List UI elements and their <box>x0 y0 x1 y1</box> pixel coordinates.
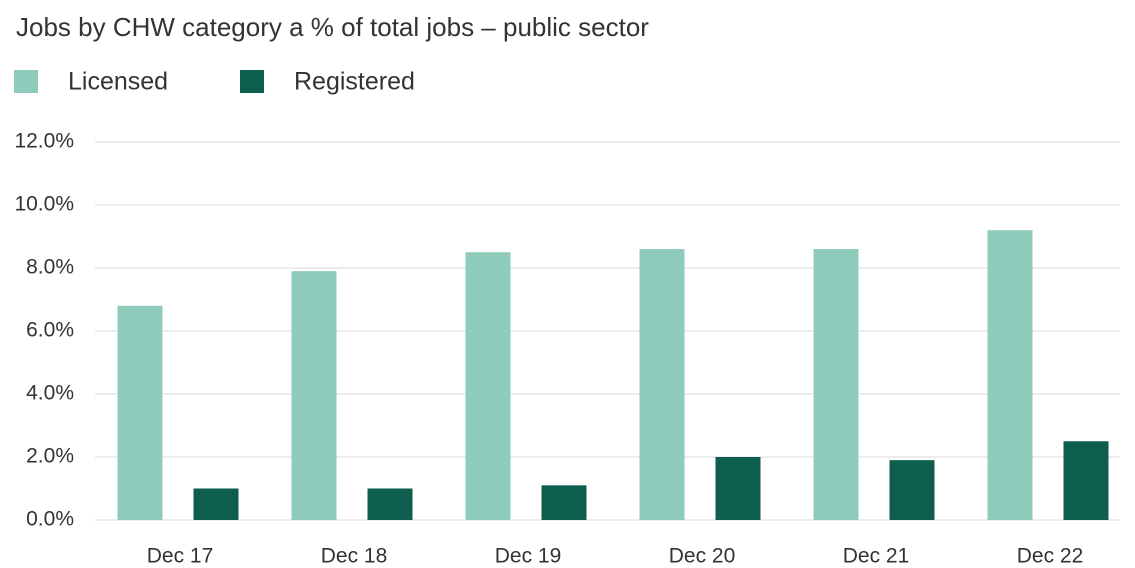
legend-swatch <box>240 70 264 93</box>
bar <box>715 457 761 520</box>
bar <box>541 485 587 520</box>
bar <box>291 271 337 520</box>
x-tick-label: Dec 22 <box>1017 545 1084 568</box>
x-tick-label: Dec 19 <box>495 545 562 568</box>
y-tick-label: 4.0% <box>26 382 74 405</box>
bar <box>813 249 859 520</box>
bar <box>465 252 511 520</box>
y-tick-label: 6.0% <box>26 319 74 342</box>
bar <box>1063 441 1109 520</box>
legend-label: Licensed <box>68 68 168 96</box>
x-tick-label: Dec 18 <box>321 545 388 568</box>
bar <box>987 230 1033 520</box>
y-tick-label: 12.0% <box>14 130 74 153</box>
y-tick-label: 10.0% <box>14 193 74 216</box>
legend-swatch <box>14 70 38 93</box>
y-tick-label: 2.0% <box>26 445 74 468</box>
y-tick-label: 0.0% <box>26 508 74 531</box>
legend-label: Registered <box>294 68 415 96</box>
x-tick-label: Dec 21 <box>843 545 910 568</box>
x-tick-label: Dec 20 <box>669 545 736 568</box>
bar <box>117 305 163 520</box>
y-tick-label: 8.0% <box>26 256 74 279</box>
bar <box>367 488 413 520</box>
bar <box>639 249 685 520</box>
bar <box>889 460 935 520</box>
chart-title: Jobs by CHW category a % of total jobs –… <box>16 12 649 42</box>
bar <box>193 488 239 520</box>
x-tick-label: Dec 17 <box>147 545 214 568</box>
